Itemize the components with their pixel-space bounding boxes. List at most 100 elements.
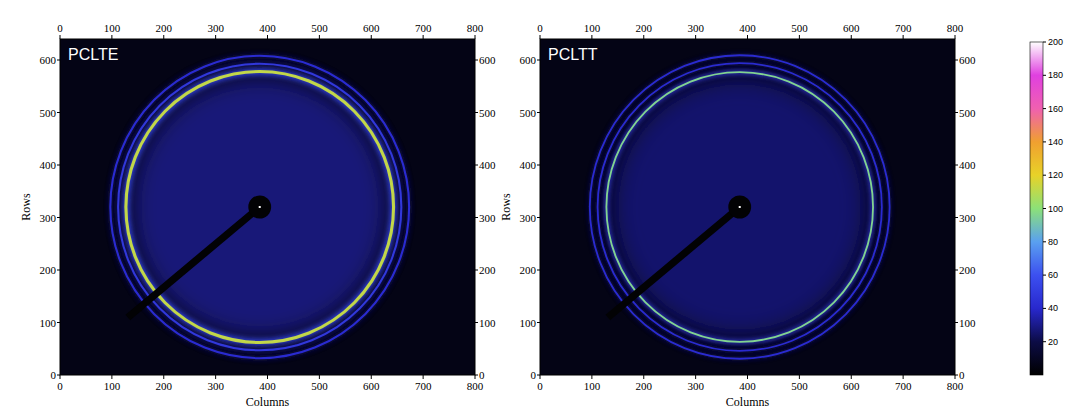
colorbar-tick xyxy=(1043,141,1046,142)
x-tick-label: 600 xyxy=(843,380,860,392)
x-tick-label-top: 100 xyxy=(584,22,601,34)
x-tick-top xyxy=(111,35,112,39)
background xyxy=(60,39,475,375)
x-tick-bottom xyxy=(695,375,696,379)
y-axis-title: Rows xyxy=(19,193,33,221)
colorbar-tick xyxy=(1043,108,1046,109)
y-tick-left xyxy=(537,375,540,376)
x-tick-label-top: 300 xyxy=(207,22,224,34)
x-tick-bottom xyxy=(111,375,112,379)
beam-center xyxy=(739,206,741,208)
x-tick-bottom xyxy=(851,375,852,379)
y-tick-label: 300 xyxy=(40,212,57,224)
x-tick-bottom xyxy=(60,375,61,379)
y-tick-left xyxy=(537,322,540,323)
x-axis-title: Columns xyxy=(726,395,770,409)
x-tick-label: 400 xyxy=(739,380,756,392)
x-tick-bottom xyxy=(215,375,216,379)
x-tick-bottom xyxy=(423,375,424,379)
x-tick-top xyxy=(799,35,800,39)
y-tick-label-right: 300 xyxy=(479,212,496,224)
x-tick-label-top: 200 xyxy=(636,22,653,34)
y-tick-right xyxy=(475,60,478,61)
colorbar-tick xyxy=(1043,308,1046,309)
y-tick-label: 400 xyxy=(520,159,537,171)
x-tick-label: 600 xyxy=(363,380,380,392)
colorbar-tick-label: 40 xyxy=(1048,303,1058,313)
y-tick-left xyxy=(537,60,540,61)
x-tick-bottom xyxy=(903,375,904,379)
x-tick-bottom xyxy=(799,375,800,379)
x-tick-label: 400 xyxy=(259,380,276,392)
y-tick-label-right: 400 xyxy=(959,159,976,171)
x-tick-bottom xyxy=(955,375,956,379)
y-tick-left xyxy=(537,217,540,218)
y-tick-left xyxy=(537,165,540,166)
background xyxy=(540,39,955,375)
x-tick-top xyxy=(475,35,476,39)
y-tick-label: 200 xyxy=(40,264,57,276)
y-tick-left xyxy=(537,112,540,113)
y-tick-label-right: 200 xyxy=(959,264,976,276)
y-tick-left xyxy=(57,322,60,323)
x-tick-label: 700 xyxy=(895,380,912,392)
x-tick-label-top: 700 xyxy=(415,22,432,34)
x-tick-label-top: 100 xyxy=(104,22,121,34)
plot-area xyxy=(540,39,955,375)
x-tick-top xyxy=(60,35,61,39)
x-tick-label: 0 xyxy=(57,380,63,392)
x-tick-label-top: 600 xyxy=(843,22,860,34)
x-tick-bottom xyxy=(371,375,372,379)
y-tick-label: 500 xyxy=(520,107,537,119)
x-tick-label: 800 xyxy=(467,380,484,392)
panel-title: PCLTE xyxy=(68,46,118,63)
y-tick-right xyxy=(955,375,958,376)
x-tick-label: 800 xyxy=(947,380,964,392)
x-tick-top xyxy=(903,35,904,39)
y-tick-left xyxy=(57,217,60,218)
x-tick-bottom xyxy=(267,375,268,379)
diffuse-halo xyxy=(130,76,390,339)
colorbar-tick-label: 80 xyxy=(1048,237,1058,247)
y-tick-label: 100 xyxy=(520,317,537,329)
colorbar-tick-label: 180 xyxy=(1048,70,1063,80)
y-tick-left xyxy=(57,270,60,271)
y-tick-label-right: 300 xyxy=(959,212,976,224)
ring-glow xyxy=(606,72,873,342)
x-tick-label-top: 500 xyxy=(791,22,808,34)
plot-frame xyxy=(60,39,475,375)
x-tick-label-top: 800 xyxy=(467,22,484,34)
y-tick-right xyxy=(475,112,478,113)
colorbar-tick-label: 60 xyxy=(1048,270,1058,280)
plot-area xyxy=(60,39,475,375)
diffraction-ring xyxy=(598,63,882,351)
colorbar-tick-label: 20 xyxy=(1048,337,1058,347)
y-tick-label-right: 500 xyxy=(959,107,976,119)
x-tick-label-top: 800 xyxy=(947,22,964,34)
colorbar-tick-label: 140 xyxy=(1048,137,1063,147)
x-tick-top xyxy=(371,35,372,39)
x-tick-label: 100 xyxy=(584,380,601,392)
x-tick-top xyxy=(215,35,216,39)
y-tick-left xyxy=(57,60,60,61)
x-tick-top xyxy=(851,35,852,39)
y-tick-label-right: 200 xyxy=(479,264,496,276)
y-tick-left xyxy=(57,165,60,166)
x-tick-top xyxy=(423,35,424,39)
y-tick-label-right: 400 xyxy=(479,159,496,171)
y-tick-label: 100 xyxy=(40,317,57,329)
ring-glow xyxy=(118,64,401,351)
panel-title: PCLTT xyxy=(548,46,598,63)
x-tick-label-top: 400 xyxy=(259,22,276,34)
y-tick-label-right: 100 xyxy=(959,317,976,329)
x-tick-label-top: 0 xyxy=(537,22,543,34)
y-tick-right xyxy=(955,165,958,166)
y-tick-label-right: 100 xyxy=(479,317,496,329)
colorbar-tick-label: 160 xyxy=(1048,104,1063,114)
y-axis-title: Rows xyxy=(499,193,513,221)
colorbar-tick-label: 200 xyxy=(1048,37,1063,47)
x-tick-top xyxy=(319,35,320,39)
y-tick-label: 600 xyxy=(40,54,57,66)
x-tick-label: 0 xyxy=(537,380,543,392)
y-tick-left xyxy=(57,375,60,376)
